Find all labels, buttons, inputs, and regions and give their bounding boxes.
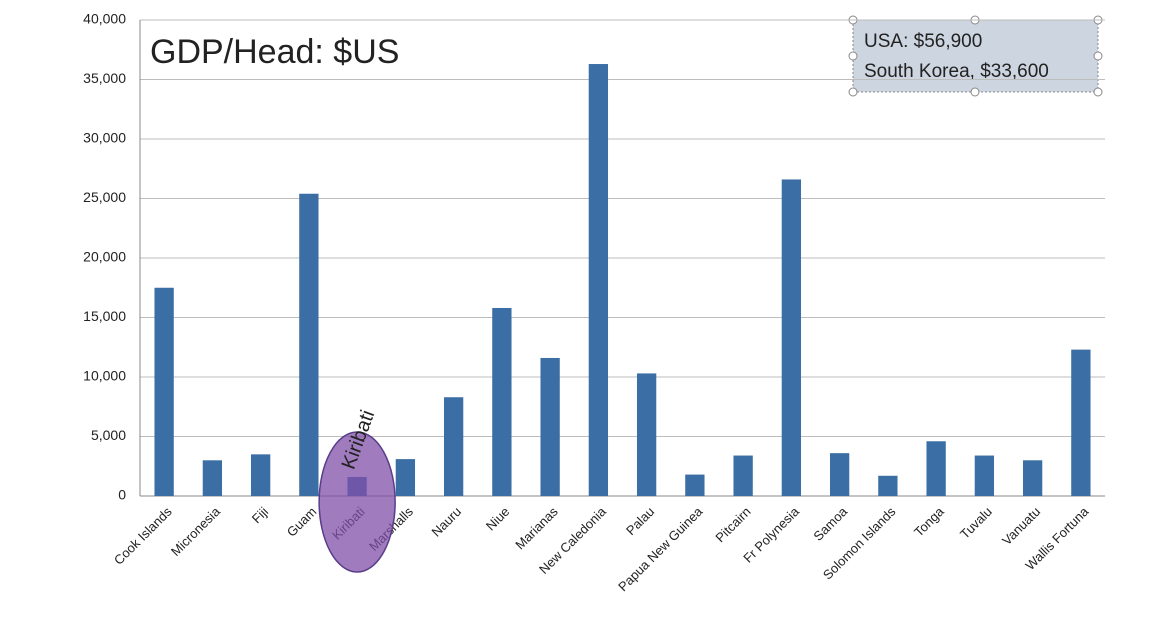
x-tick-label: Tuvalu: [957, 504, 995, 542]
x-tick-label: Guam: [284, 504, 320, 540]
bar: [685, 474, 705, 496]
y-tick-label: 25,000: [83, 189, 126, 205]
y-tick-label: 5,000: [91, 427, 126, 443]
bar: [829, 453, 850, 496]
bar: [926, 441, 946, 496]
bar: [202, 460, 223, 496]
x-tick-label: Niue: [483, 504, 513, 534]
y-tick-label: 15,000: [83, 308, 126, 324]
y-tick-label: 20,000: [83, 249, 126, 265]
bar: [733, 455, 753, 496]
x-tick-label: Micronesia: [168, 503, 224, 559]
y-tick-label: 10,000: [83, 368, 126, 384]
y-tick-label: 30,000: [83, 130, 126, 146]
x-tick-label: Vanuatu: [999, 504, 1043, 548]
bar: [250, 454, 271, 496]
x-tick-label: Papua New Guinea: [615, 503, 706, 594]
bar: [492, 307, 512, 496]
annotation: USA: $56,900: [864, 31, 982, 52]
bar: [1071, 349, 1091, 496]
y-tick-label: 40,000: [83, 11, 126, 27]
bar: [974, 455, 995, 496]
bar: [878, 475, 898, 496]
annotation: South Korea, $33,600: [864, 61, 1049, 82]
x-tick-label: Nauru: [429, 504, 465, 540]
y-tick-label: 35,000: [83, 70, 126, 86]
x-tick-label: Cook Islands: [111, 504, 175, 568]
bar: [299, 193, 319, 497]
x-tick-label: Fiji: [249, 504, 271, 526]
x-tick-label: Marianas: [512, 504, 561, 553]
bar: [1022, 460, 1043, 496]
bar: [154, 287, 174, 496]
highlight-ellipse: [318, 431, 396, 573]
x-tick-label: Samoa: [810, 503, 850, 543]
bar: [395, 459, 416, 496]
chart-title: GDP/Head: $US: [150, 33, 399, 71]
bar: [443, 397, 464, 496]
y-tick-label: 0: [118, 487, 126, 503]
bar: [588, 64, 609, 496]
box-handles: [848, 15, 1103, 97]
x-tick-label: Pitcairn: [712, 504, 753, 545]
bar: [781, 179, 802, 496]
x-tick-label: Tonga: [911, 503, 947, 539]
x-tick-label: Palau: [623, 504, 657, 538]
bar: [636, 373, 657, 496]
bar: [540, 357, 560, 496]
